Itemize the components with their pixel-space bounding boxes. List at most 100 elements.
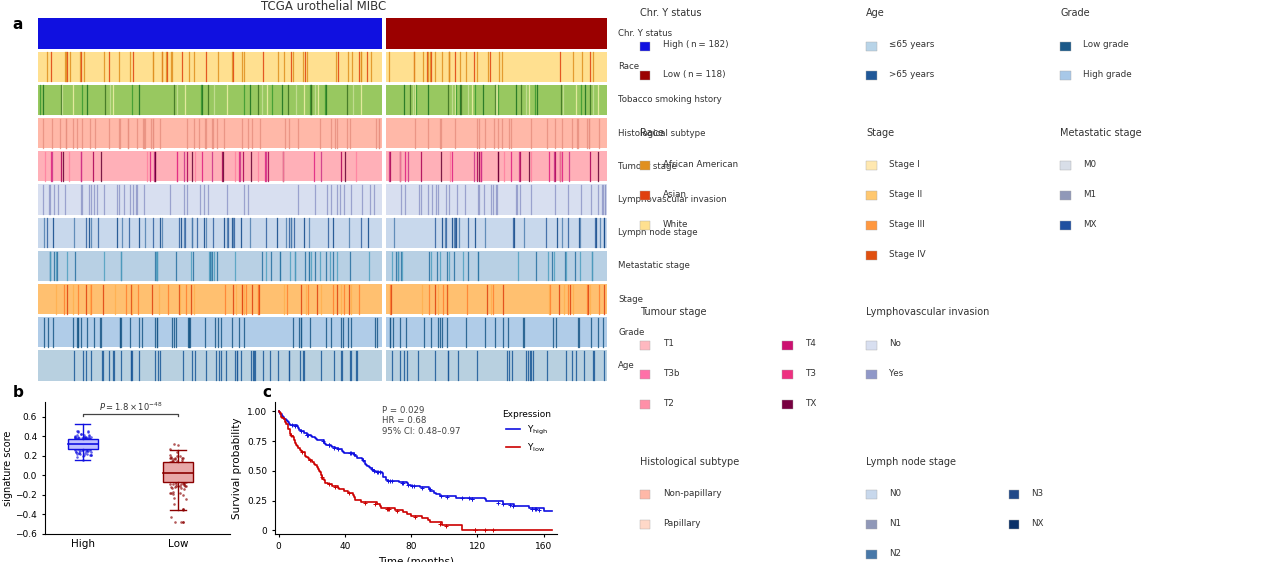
Text: Tumour stage: Tumour stage [640,307,707,318]
Point [72,437,92,446]
Bar [640,42,650,51]
Point [161,483,182,492]
Point [165,466,186,475]
Point [160,457,180,466]
Point [165,482,186,491]
Point [67,438,87,447]
Point [78,442,99,451]
Point [78,436,99,445]
Title: TCGA urothelial MIBC: TCGA urothelial MIBC [261,0,385,13]
Text: Metastatic stage: Metastatic stage [618,261,690,270]
Point [172,454,192,463]
Point [76,433,96,442]
Point [173,505,193,514]
Point [69,442,90,451]
Point [164,454,184,463]
Point [78,437,99,446]
Point [76,433,96,442]
Point [166,464,187,473]
Bar [867,161,877,170]
Point [164,499,184,508]
Point [174,479,195,488]
Point [163,456,183,465]
Point [74,451,95,460]
Bar [867,191,877,200]
Point [69,446,90,455]
Text: ≤65 years: ≤65 years [888,40,934,49]
Point [68,442,88,451]
Point [70,436,91,445]
Text: T2: T2 [663,399,673,408]
Point [65,437,86,446]
Bar [38,351,381,380]
Point [81,447,101,456]
Point [173,474,193,483]
Point [170,472,191,481]
Point [166,456,187,465]
Point [160,451,180,460]
Point [173,454,193,463]
Point [164,460,184,469]
Point [173,505,193,514]
Point [76,439,96,448]
Point [77,440,97,449]
Text: Low ( n = 118): Low ( n = 118) [663,70,726,79]
Point [73,441,93,450]
Point [65,434,86,443]
Point [177,478,197,487]
Point [160,488,180,497]
Point [163,467,183,476]
Point [79,443,100,452]
Point [81,450,101,459]
Point [166,447,187,456]
Point [65,443,86,452]
Point [65,443,86,452]
Point [168,441,188,450]
Point [163,476,183,485]
Text: $P = 1.8 \times 10^{-48}$: $P = 1.8 \times 10^{-48}$ [99,400,163,413]
Text: N0: N0 [888,489,901,498]
Text: Lymphovascular invasion: Lymphovascular invasion [867,307,989,318]
Text: M1: M1 [1083,190,1096,199]
Point [67,449,87,458]
Bar [1009,520,1019,529]
Point [163,460,183,469]
Point [165,458,186,467]
Point [172,466,192,475]
Point [166,482,187,491]
Point [65,432,86,441]
Point [77,446,97,455]
Point [78,434,99,443]
Point [170,483,191,492]
Point [79,442,100,451]
Point [64,443,84,452]
Point [164,464,184,473]
Bar [387,19,607,48]
Point [72,433,92,442]
Text: Age: Age [867,8,884,19]
Point [77,439,97,448]
Text: Lymphovascular invasion: Lymphovascular invasion [618,195,727,204]
Point [166,452,187,461]
Bar [867,42,877,51]
Point [170,471,191,480]
Point [79,436,100,445]
Point [161,454,182,463]
Bar [38,19,381,48]
Text: Grade: Grade [1060,8,1089,19]
Text: c: c [262,385,271,400]
Point [69,439,90,448]
Point [170,518,191,527]
Point [72,446,92,455]
Point [64,437,84,446]
Point [73,430,93,439]
Point [173,485,193,494]
Point [76,440,96,449]
Point [78,442,99,451]
Point [77,438,97,447]
Point [79,441,100,450]
Point [64,441,84,450]
Bar [782,341,792,350]
Point [165,455,186,464]
Y-axis label: Chr. Y
signature score: Chr. Y signature score [0,430,13,506]
